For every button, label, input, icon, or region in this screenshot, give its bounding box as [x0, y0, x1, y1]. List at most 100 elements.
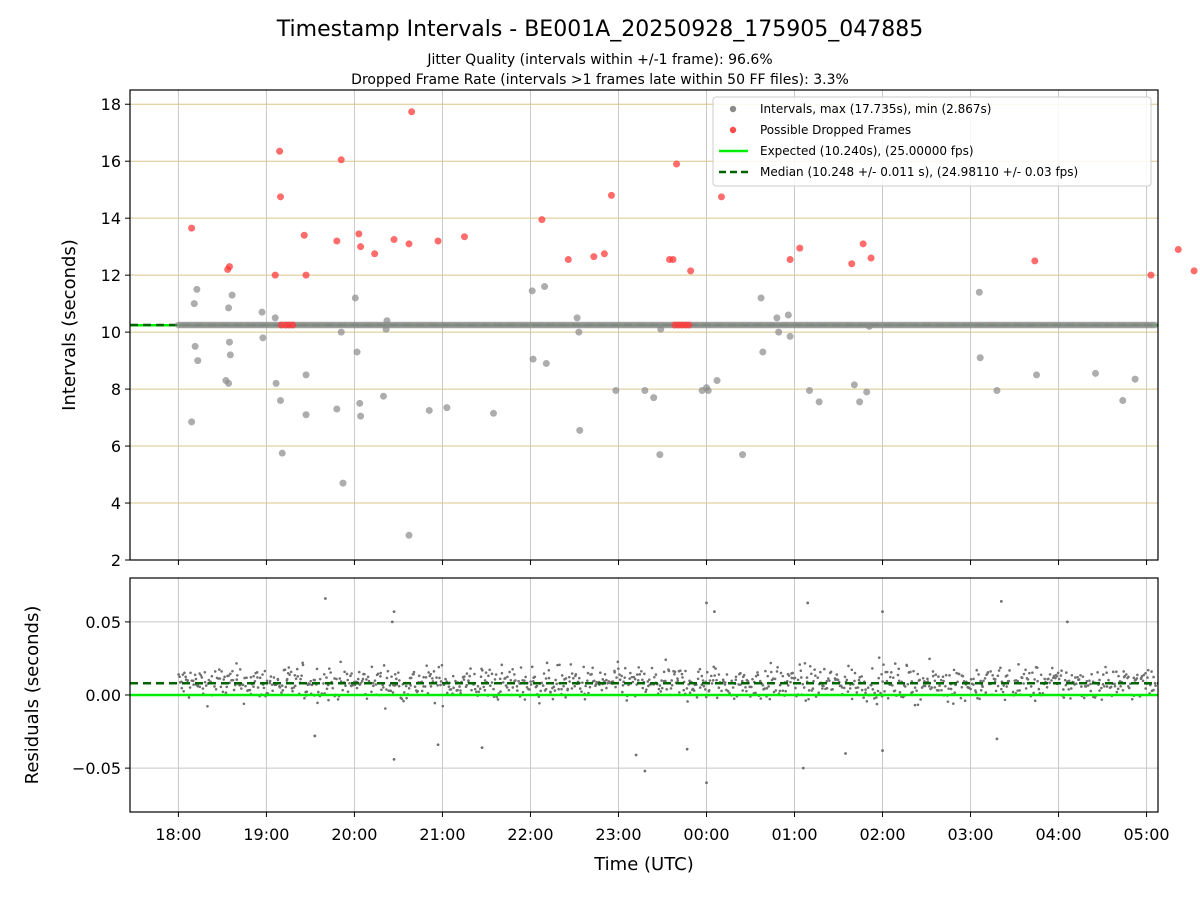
residual-point	[875, 702, 879, 706]
residual-point	[469, 667, 472, 670]
residual-point	[905, 664, 909, 668]
residual-point	[621, 690, 624, 694]
residual-point	[601, 678, 605, 681]
interval-point	[271, 314, 279, 322]
residual-point	[258, 676, 262, 680]
dropped-frame-point	[333, 237, 341, 245]
residual-point	[658, 684, 662, 687]
residual-point	[778, 689, 782, 693]
residual-point	[1104, 665, 1107, 669]
residual-point	[200, 676, 204, 679]
residual-point	[999, 600, 1003, 603]
legend-dropped-marker	[729, 126, 737, 134]
residual-point	[653, 675, 656, 679]
residual-point	[263, 669, 267, 673]
residual-point	[660, 686, 664, 690]
residual-point	[944, 684, 947, 688]
residual-point	[221, 690, 225, 694]
residual-point	[281, 689, 285, 692]
residual-point	[1084, 685, 1088, 688]
residual-point	[754, 691, 757, 695]
residual-point	[206, 704, 209, 708]
residual-point	[400, 697, 404, 701]
residual-point	[972, 683, 975, 686]
residual-point	[1043, 677, 1047, 681]
residual-point	[891, 676, 895, 679]
interval-point	[337, 328, 345, 336]
residual-point	[913, 703, 917, 707]
residual-point	[794, 686, 797, 690]
residual-point	[280, 684, 284, 687]
residual-point	[1052, 674, 1056, 678]
interval-point	[612, 387, 620, 395]
residual-point	[178, 675, 181, 679]
residual-point	[222, 678, 225, 681]
residual-point	[997, 669, 1001, 672]
residual-point	[301, 661, 304, 665]
residual-point	[255, 671, 259, 674]
residual-point	[811, 687, 815, 690]
residual-point	[252, 685, 255, 688]
residual-point	[615, 676, 618, 679]
residual-point	[420, 689, 424, 693]
residual-point	[269, 675, 273, 678]
interval-point	[277, 396, 285, 404]
residual-point	[765, 687, 769, 690]
legend-dropped-label: Possible Dropped Frames	[760, 123, 911, 137]
residual-point	[435, 676, 438, 679]
interval-point	[333, 405, 341, 413]
x-tick-label: 22:00	[507, 825, 553, 844]
residual-point	[432, 670, 436, 673]
interval-point	[976, 354, 984, 362]
residual-point	[1036, 679, 1039, 683]
residual-point	[346, 678, 349, 682]
residual-point	[829, 670, 833, 674]
dropped-frame-point	[564, 255, 572, 263]
residual-point	[590, 672, 593, 676]
residual-point	[1057, 677, 1061, 681]
residual-point	[759, 697, 763, 700]
residual-point	[379, 675, 382, 678]
residual-point	[564, 677, 568, 680]
residual-point	[793, 676, 797, 680]
residual-point	[974, 691, 978, 694]
residual-point	[913, 686, 917, 689]
residual-point	[568, 680, 571, 683]
residual-point	[825, 679, 829, 683]
residual-point	[285, 677, 289, 681]
residual-point	[409, 676, 413, 680]
residual-point	[978, 697, 981, 701]
dropped-frame-point	[600, 250, 608, 258]
residual-point	[853, 679, 856, 683]
residual-point	[939, 678, 943, 682]
residual-point	[238, 684, 242, 687]
residual-point	[483, 688, 487, 692]
residual-point	[483, 679, 487, 682]
residual-point	[616, 660, 620, 664]
residual-point	[1109, 685, 1113, 689]
residual-point	[508, 670, 511, 674]
residual-point	[309, 679, 313, 683]
residual-point	[586, 679, 589, 682]
dropped-frame-point	[848, 260, 856, 268]
top-scatter-points	[175, 108, 1198, 539]
residual-point	[544, 687, 548, 691]
residual-point	[888, 675, 892, 679]
residual-point	[529, 680, 532, 683]
residual-point	[544, 677, 548, 680]
residual-point	[343, 670, 346, 674]
x-tick-label: 20:00	[331, 825, 377, 844]
residual-point	[1022, 672, 1026, 676]
residual-point	[564, 696, 567, 699]
bottom-y-axis-label: Residuals (seconds)	[22, 606, 43, 785]
residual-point	[327, 698, 330, 702]
residual-point	[680, 672, 684, 676]
residual-point	[993, 678, 997, 681]
residual-point	[1135, 677, 1139, 680]
residual-point	[495, 695, 499, 699]
residual-point	[316, 701, 319, 705]
interval-point	[704, 387, 712, 395]
interval-point	[650, 394, 658, 402]
interval-point	[225, 338, 233, 346]
residual-point	[412, 670, 416, 674]
